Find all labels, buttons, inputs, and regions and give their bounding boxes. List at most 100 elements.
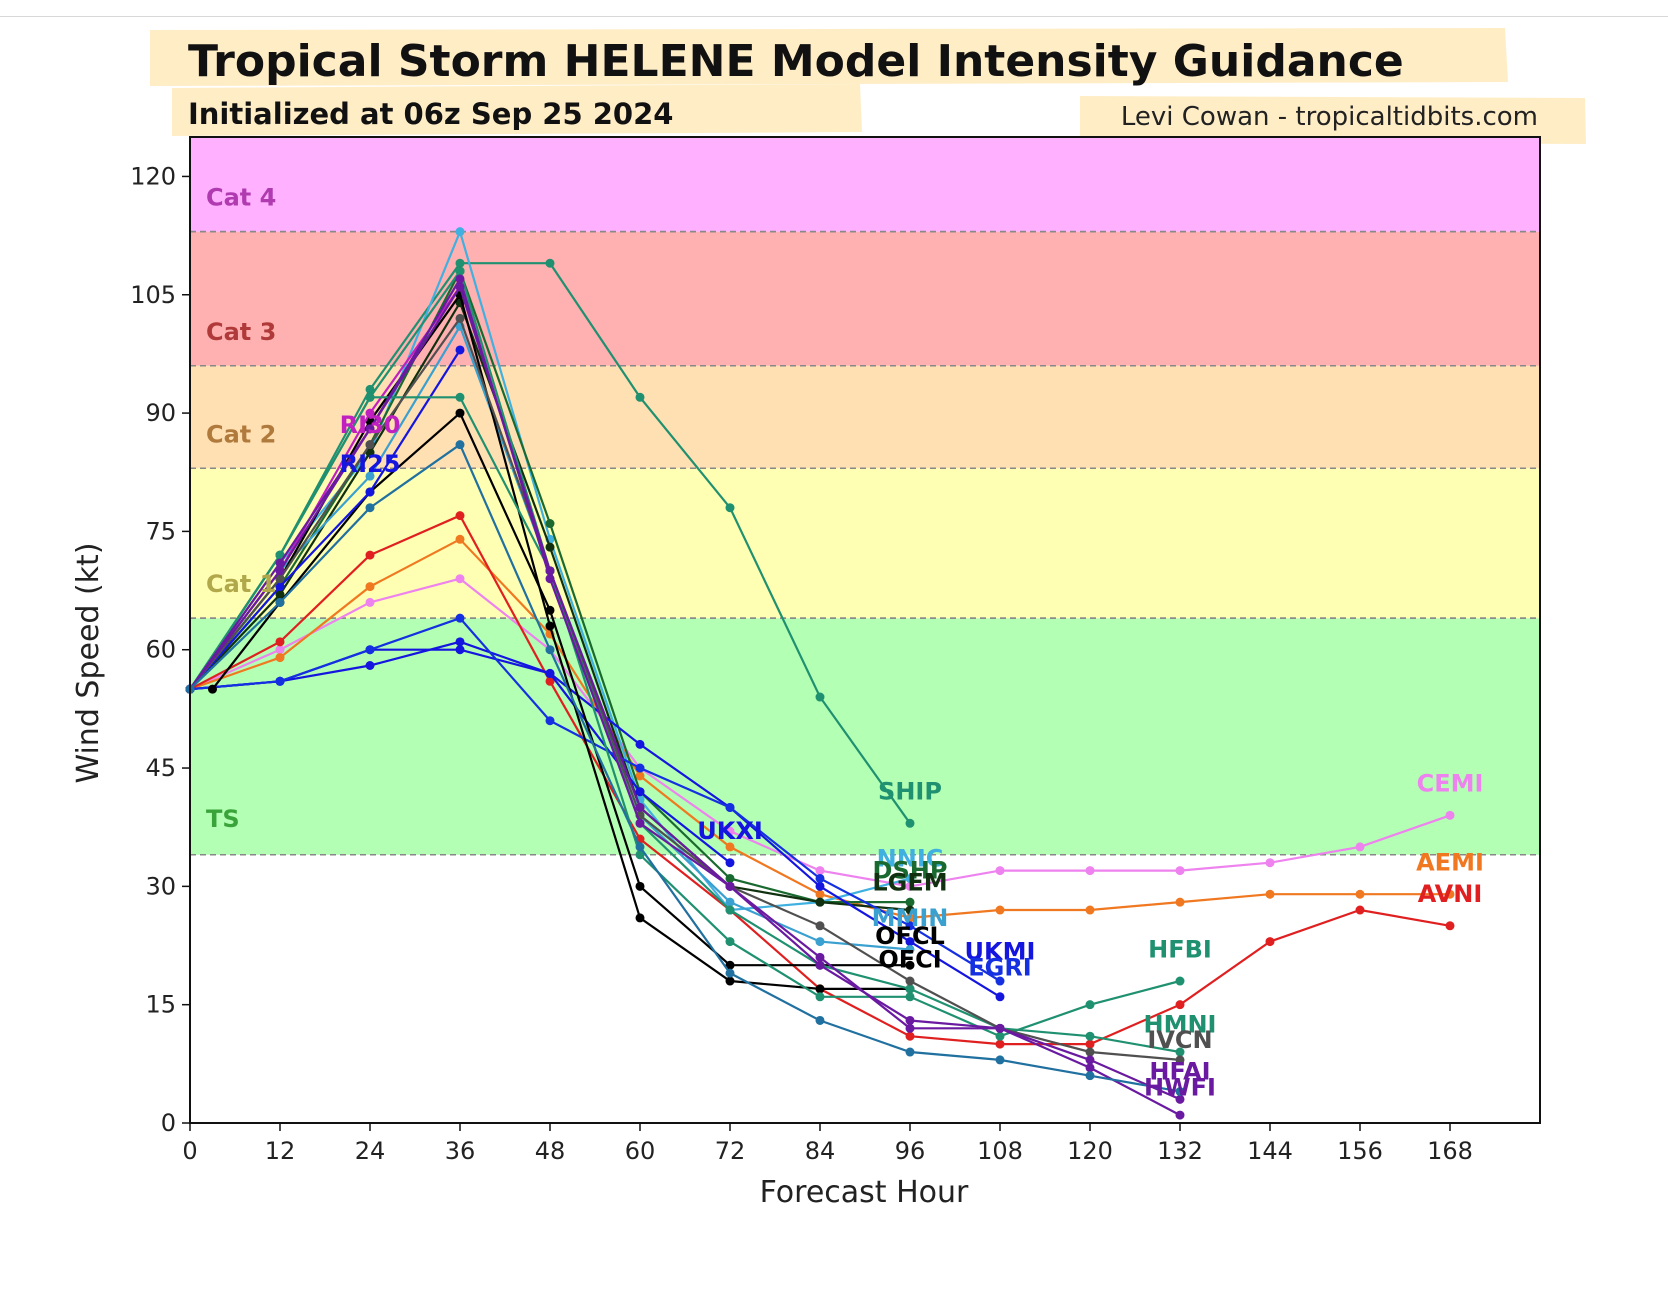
data-point — [545, 621, 555, 631]
data-point — [905, 818, 915, 828]
data-point — [545, 676, 555, 686]
y-axis: 0 15 30 45 60 75 90 105 120 — [130, 162, 190, 1137]
data-point — [1265, 937, 1275, 947]
data-point — [725, 881, 735, 891]
label-ofcl: OFCL — [875, 922, 945, 950]
data-point — [1445, 921, 1455, 931]
data-point — [275, 574, 285, 584]
intensity-bands — [190, 137, 1540, 855]
data-point — [545, 645, 555, 655]
data-point — [275, 590, 285, 600]
label-ship: SHIP — [878, 778, 942, 806]
series-unlabeled-20 — [185, 440, 1185, 1096]
data-point — [635, 802, 645, 812]
data-point — [365, 597, 375, 607]
band-label-cat-1: Cat 1 — [206, 570, 276, 598]
data-point — [365, 408, 375, 418]
data-point — [455, 266, 465, 276]
data-point — [815, 921, 825, 931]
data-point — [725, 960, 735, 970]
data-point — [455, 534, 465, 544]
data-point — [905, 944, 915, 954]
data-point — [275, 597, 285, 607]
data-point — [275, 550, 285, 560]
data-point — [545, 542, 555, 552]
y-tick-label: 0 — [161, 1109, 176, 1137]
data-point — [635, 850, 645, 860]
data-point — [455, 227, 465, 237]
data-point — [455, 408, 465, 418]
data-point — [1085, 1047, 1095, 1057]
data-point — [365, 392, 375, 402]
label-ri30: RI30 — [340, 411, 401, 439]
data-point — [905, 976, 915, 986]
series-line — [189, 276, 1181, 1117]
y-tick-label: 30 — [145, 872, 176, 900]
label-nnic: NNIC — [877, 845, 944, 873]
data-point — [1265, 889, 1275, 899]
data-point — [635, 881, 645, 891]
data-point — [455, 345, 465, 355]
data-point — [365, 645, 375, 655]
data-point — [545, 519, 555, 529]
data-point — [455, 392, 465, 402]
data-point — [815, 881, 825, 891]
data-point — [1085, 1000, 1095, 1010]
x-tick-label: 36 — [445, 1137, 476, 1165]
data-point — [275, 645, 285, 655]
label-ofci: OFCI — [878, 946, 941, 974]
label-mmin: MMIN — [872, 904, 949, 932]
data-point — [815, 866, 825, 876]
data-point — [455, 645, 465, 655]
band-cat-3 — [190, 231, 1540, 366]
data-point — [815, 897, 825, 907]
data-point — [635, 787, 645, 797]
y-tick-label: 60 — [145, 636, 176, 664]
band-label-layer: TS Cat 1 Cat 2 Cat 3 Cat 4 — [206, 184, 276, 833]
label-lgem: LGEM — [872, 868, 947, 896]
y-tick-label: 75 — [145, 517, 176, 545]
data-point — [455, 313, 465, 323]
data-point — [815, 889, 825, 899]
series-line — [189, 268, 1181, 1054]
data-point — [365, 384, 375, 394]
data-point — [275, 637, 285, 647]
data-point — [455, 440, 465, 450]
data-point — [815, 952, 825, 962]
data-point — [995, 1031, 1005, 1041]
data-point — [905, 1047, 915, 1057]
data-point — [365, 487, 375, 497]
data-point — [365, 550, 375, 560]
data-point — [905, 992, 915, 1002]
data-point — [635, 392, 645, 402]
data-point — [455, 274, 465, 284]
data-point — [635, 818, 645, 828]
data-point — [275, 566, 285, 576]
data-point — [905, 881, 915, 891]
data-point — [635, 763, 645, 773]
data-point — [815, 1015, 825, 1025]
data-point — [725, 873, 735, 883]
x-axis-label: Forecast Hour — [760, 1175, 969, 1210]
data-point — [275, 676, 285, 686]
data-point — [725, 905, 735, 915]
data-point — [995, 866, 1005, 876]
label-hwfi: HWFI — [1144, 1073, 1216, 1101]
x-tick-label: 84 — [805, 1137, 836, 1165]
title-highlights — [150, 28, 1586, 144]
data-point — [905, 905, 915, 915]
label-hmni: HMNI — [1144, 1010, 1217, 1038]
data-point — [905, 984, 915, 994]
data-point — [275, 653, 285, 663]
data-point — [1355, 905, 1365, 915]
y-tick-label: 105 — [130, 281, 176, 309]
data-point — [1355, 889, 1365, 899]
label-hfbi: HFBI — [1148, 935, 1212, 963]
label-hfai: HFAI — [1149, 1058, 1210, 1086]
data-point — [635, 842, 645, 852]
label-egri: EGRI — [968, 953, 1032, 981]
data-point — [905, 913, 915, 923]
data-point — [905, 937, 915, 947]
